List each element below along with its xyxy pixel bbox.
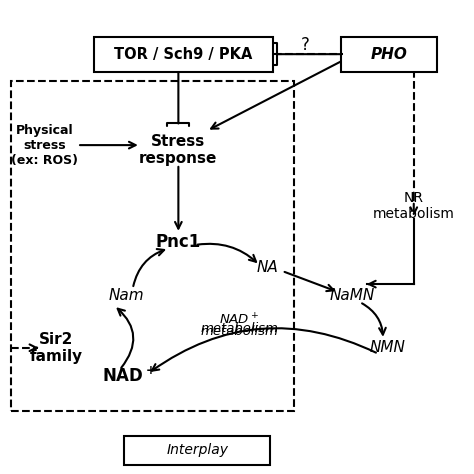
Text: TOR / Sch9 / PKA: TOR / Sch9 / PKA (114, 46, 252, 62)
Text: NR
metabolism: NR metabolism (373, 191, 455, 221)
Text: ?: ? (301, 36, 310, 54)
Text: metabolism: metabolism (201, 322, 279, 336)
Text: Nam: Nam (109, 288, 145, 303)
Text: Stress
response: Stress response (139, 134, 218, 166)
Text: $\mathbf{NAD^+}$: $\mathbf{NAD^+}$ (102, 366, 155, 386)
Text: NA: NA (257, 260, 279, 275)
Text: Sir2
family: Sir2 family (29, 331, 82, 364)
FancyBboxPatch shape (124, 437, 270, 465)
Text: metabolism: metabolism (201, 325, 279, 338)
Text: Interplay: Interplay (166, 444, 228, 457)
Text: $\it{NAD^+}$: $\it{NAD^+}$ (219, 312, 260, 327)
Text: Pnc1: Pnc1 (156, 233, 201, 251)
Text: PHO: PHO (370, 46, 407, 62)
Text: NaMN: NaMN (330, 288, 375, 303)
FancyBboxPatch shape (341, 36, 438, 72)
Text: NMN: NMN (370, 340, 406, 355)
Text: Physical
stress
(ex: ROS): Physical stress (ex: ROS) (11, 124, 78, 167)
Bar (11, 82, 294, 411)
FancyBboxPatch shape (94, 36, 273, 72)
